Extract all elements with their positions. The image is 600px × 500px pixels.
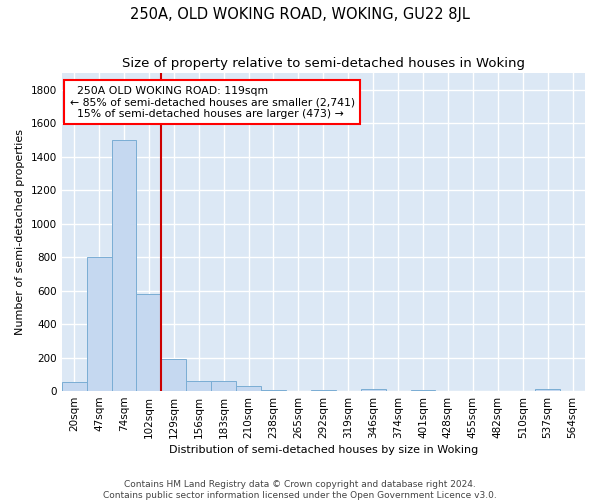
Bar bbox=[211, 381, 236, 391]
Text: 250A OLD WOKING ROAD: 119sqm
← 85% of semi-detached houses are smaller (2,741)
 : 250A OLD WOKING ROAD: 119sqm ← 85% of se… bbox=[70, 86, 355, 119]
Title: Size of property relative to semi-detached houses in Woking: Size of property relative to semi-detach… bbox=[122, 58, 525, 70]
Bar bbox=[161, 360, 186, 391]
Text: Contains HM Land Registry data © Crown copyright and database right 2024.
Contai: Contains HM Land Registry data © Crown c… bbox=[103, 480, 497, 500]
Bar bbox=[410, 390, 436, 391]
Text: 250A, OLD WOKING ROAD, WOKING, GU22 8JL: 250A, OLD WOKING ROAD, WOKING, GU22 8JL bbox=[130, 8, 470, 22]
Bar bbox=[361, 388, 386, 391]
Bar bbox=[136, 294, 161, 391]
Bar bbox=[236, 386, 261, 391]
Bar bbox=[535, 390, 560, 391]
Y-axis label: Number of semi-detached properties: Number of semi-detached properties bbox=[15, 129, 25, 335]
Bar bbox=[86, 257, 112, 391]
Bar bbox=[261, 390, 286, 391]
X-axis label: Distribution of semi-detached houses by size in Woking: Distribution of semi-detached houses by … bbox=[169, 445, 478, 455]
Bar bbox=[186, 381, 211, 391]
Bar bbox=[112, 140, 136, 391]
Bar bbox=[311, 390, 336, 391]
Bar bbox=[62, 382, 86, 391]
